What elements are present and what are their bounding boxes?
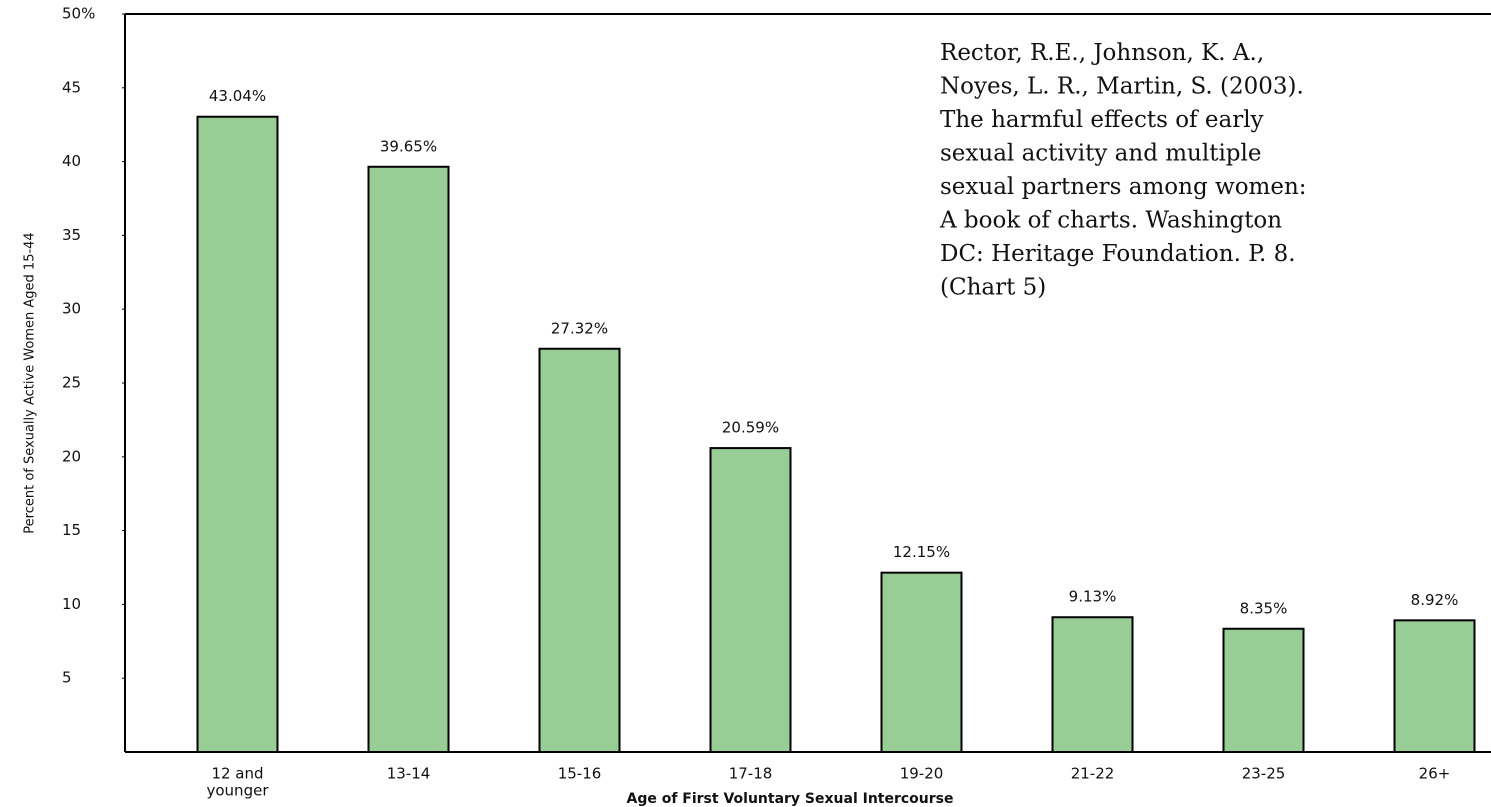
annotation: Noyes, L. R., Martin, S. (2003). [940,74,1304,100]
value-label: 39.65% [380,137,437,155]
annotation: DC: Heritage Foundation. P. 8. [940,241,1296,267]
x-tick-label: 17-18 [729,765,773,783]
y-tick-label: 35 [62,226,81,244]
y-tick-label: 5 [62,669,72,687]
bar [538,347,621,753]
value-label: 9.13% [1069,588,1117,606]
bar [1222,627,1305,754]
y-tick-label: 20 [62,447,81,465]
annotation: sexual partners among women: [940,174,1307,200]
y-tick-label: 50% [62,5,95,23]
y-tick-label: 15 [62,521,81,539]
annotation: Rector, R.E., Johnson, K. A., [940,40,1264,66]
x-tick-label: younger [207,782,270,800]
bar [1393,619,1476,754]
y-tick-label: 40 [62,152,81,170]
value-label: 8.35% [1240,599,1288,617]
x-tick-label: 21-22 [1071,765,1115,783]
bar [709,447,792,753]
x-tick-label: 19-20 [900,765,944,783]
x-tick-label: 15-16 [558,765,602,783]
y-tick-label: 25 [62,374,81,392]
y-axis-label: Percent of Sexually Active Women Aged 15… [23,232,38,533]
bar [196,115,279,753]
value-label: 8.92% [1411,591,1459,609]
y-tick-label: 30 [62,300,81,318]
x-tick-label: 26+ [1419,765,1451,783]
x-tick-label: 13-14 [387,765,431,783]
bar [880,571,963,754]
x-tick-label: 12 and [211,765,263,783]
value-label: 27.32% [551,319,608,337]
y-tick-label: 10 [62,595,81,613]
bar [1051,616,1134,754]
annotation: (Chart 5) [940,275,1046,301]
annotation: The harmful effects of early [940,107,1264,133]
x-tick-label: 23-25 [1242,765,1286,783]
bar [367,165,450,754]
annotation: sexual activity and multiple [940,141,1262,167]
y-tick-label: 45 [62,78,81,96]
value-label: 43.04% [209,87,266,105]
x-axis-label: Age of First Voluntary Sexual Intercours… [626,791,953,807]
value-label: 20.59% [722,419,779,437]
value-label: 12.15% [893,543,950,561]
annotation: A book of charts. Washington [939,208,1282,234]
